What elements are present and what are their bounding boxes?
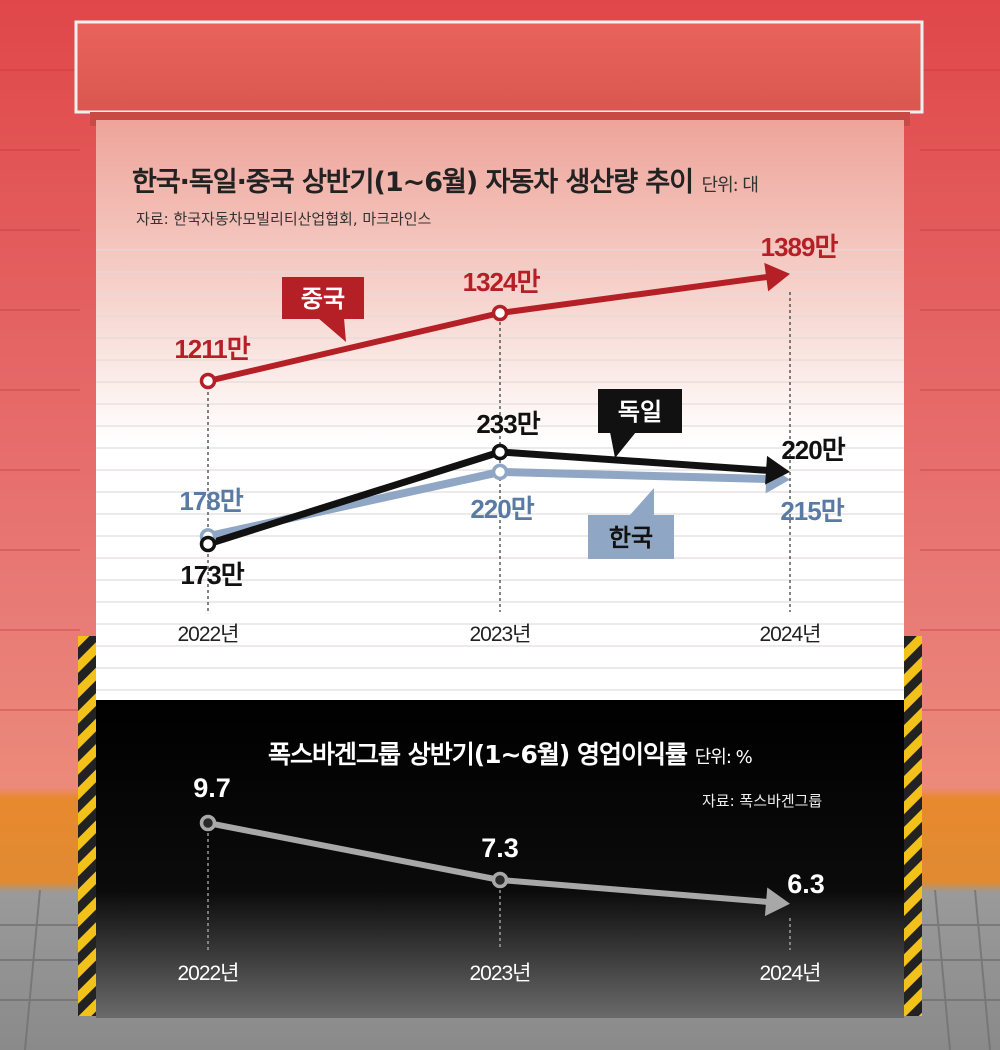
point-germany-0 — [199, 535, 217, 553]
label-germany-2023: 233만 — [476, 409, 540, 439]
line-vw-2023-2024 — [499, 877, 773, 906]
top-chart-unit: 단위: 대 — [701, 175, 759, 196]
bottom-chart-unit: 단위: % — [694, 747, 753, 768]
point-vw-1 — [491, 871, 509, 889]
bottom-chart-title: 폭스바겐그룹 상반기(1~6월) 영업이익률 단위: % — [268, 735, 753, 771]
label-china-2024: 1389만 — [761, 232, 839, 262]
bottom-xtick-1: 2023년 — [469, 962, 530, 985]
label-germany-2024: 220만 — [781, 435, 845, 465]
line-korea-2023-2024 — [499, 467, 773, 484]
top-chart-title: 한국·독일·중국 상반기(1~6월) 자동차 생산량 추이 단위: 대 — [132, 160, 759, 199]
line-china-2023-2024 — [499, 273, 773, 316]
tag-germany-tail — [610, 432, 636, 458]
label-vw-2023: 7.3 — [481, 833, 519, 863]
point-vw-0 — [199, 814, 217, 832]
label-vw-2022: 9.7 — [193, 773, 231, 803]
label-china-2023: 1324만 — [463, 267, 541, 297]
tag-china-tail — [318, 318, 346, 342]
label-korea-2022: 178만 — [179, 486, 243, 516]
top-xtick-0: 2022년 — [177, 623, 238, 646]
label-china-2022: 1211만 — [174, 334, 250, 364]
label-korea-2024: 215만 — [780, 496, 844, 526]
top-chart-source: 자료: 한국자동차모빌리티산업협회, 마크라인스 — [136, 210, 432, 228]
bottom-chart-source: 자료: 폭스바겐그룹 — [702, 792, 823, 810]
point-germany-1 — [491, 443, 509, 461]
point-china-1 — [491, 304, 509, 322]
tag-korea-text: 한국 — [609, 525, 653, 552]
top-chart-title-text: 한국·독일·중국 상반기(1~6월) 자동차 생산량 추이 — [132, 167, 694, 198]
arrow-china — [764, 262, 790, 292]
bottom-xtick-0: 2022년 — [177, 962, 238, 985]
label-vw-2024: 6.3 — [787, 869, 825, 899]
tag-germany-box — [598, 389, 682, 433]
tag-korea-tail — [630, 488, 654, 515]
bottom-chart-title-text: 폭스바겐그룹 상반기(1~6월) 영업이익률 — [268, 740, 688, 769]
line-vw-2022-2023 — [205, 820, 503, 883]
arrow-germany — [765, 455, 790, 485]
tag-china-box — [282, 277, 364, 319]
top-xtick-1: 2023년 — [469, 623, 530, 646]
tag-korea-box — [588, 515, 674, 559]
line-germany-2023-2024 — [499, 448, 773, 475]
line-germany-2022-2023 — [204, 448, 504, 548]
point-china-0 — [199, 372, 217, 390]
tag-germany-text: 독일 — [618, 399, 662, 426]
line-china-2022-2023 — [205, 310, 503, 384]
label-germany-2022: 173만 — [180, 560, 244, 590]
point-korea-1 — [491, 463, 509, 481]
label-korea-2023: 220만 — [470, 494, 534, 524]
arrow-vw — [764, 887, 790, 917]
tag-china-text: 중국 — [301, 286, 345, 313]
bottom-xtick-2: 2024년 — [759, 962, 820, 985]
top-xtick-2: 2024년 — [759, 623, 820, 646]
